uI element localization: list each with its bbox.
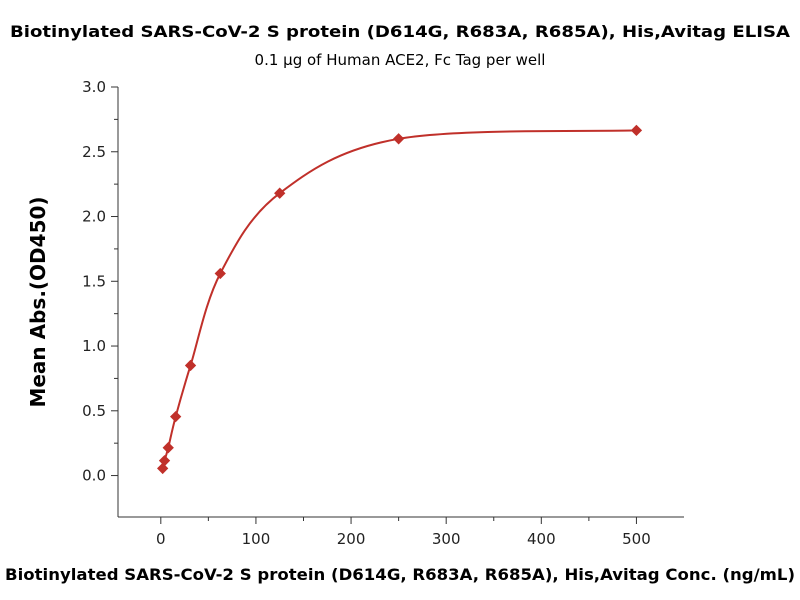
x-tick-label: 300 [432, 530, 461, 548]
y-tick-label: 2.5 [82, 143, 106, 161]
y-tick-label: 0.5 [82, 402, 106, 420]
y-tick-label: 1.5 [82, 272, 106, 290]
y-axis-label: Mean Abs.(OD450) [26, 196, 50, 407]
data-point [274, 187, 286, 199]
y-tick-label: 3.0 [82, 78, 106, 96]
x-tick-label: 200 [337, 530, 366, 548]
axes: 0 100 200 300 400 500 0.0 0.5 1.0 1.5 2.0 2.5 3.0 [82, 78, 684, 548]
y-tick-label: 1.0 [82, 337, 106, 355]
y-tick-label: 0.0 [82, 467, 106, 485]
data-point [170, 410, 182, 423]
data-point [158, 455, 171, 467]
y-tick-label: 2.0 [82, 208, 106, 226]
x-tick-label: 500 [622, 530, 651, 548]
data-point [162, 442, 174, 454]
marks [157, 124, 643, 475]
data-point [214, 267, 226, 280]
chart-title: Biotinylated SARS-CoV-2 S protein (D614G… [10, 22, 791, 41]
x-tick-label: 100 [242, 530, 271, 548]
x-axis-label: Biotinylated SARS-CoV-2 S protein (D614G… [5, 565, 795, 584]
data-point [157, 462, 169, 475]
chart-subtitle: 0.1 µg of Human ACE2, Fc Tag per well [255, 51, 546, 69]
x-tick-label: 0 [156, 530, 166, 548]
data-point [392, 133, 405, 145]
data-point [184, 359, 197, 372]
x-tick-label: 400 [527, 530, 556, 548]
data-point [630, 124, 643, 137]
fit-curve [161, 129, 637, 469]
